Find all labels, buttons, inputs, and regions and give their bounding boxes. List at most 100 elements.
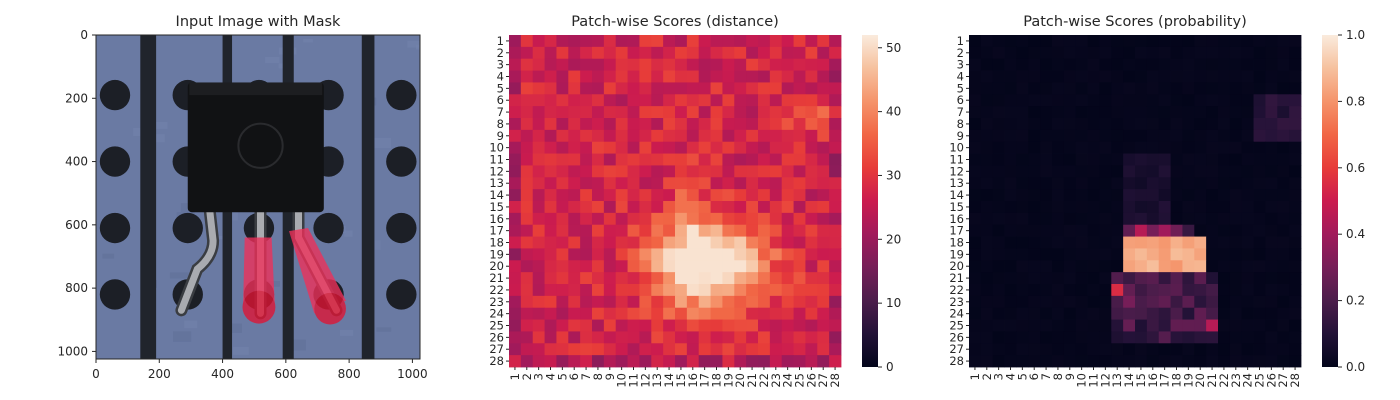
y-tick-label: 0 — [80, 28, 88, 42]
y-tick-label: 26 — [949, 330, 964, 344]
heatmap-cell — [1004, 82, 1017, 95]
heatmap-cell — [1016, 118, 1029, 131]
heatmap-cell — [1194, 284, 1207, 297]
colorbar-tick-label: 0.4 — [1346, 227, 1365, 241]
heatmap-cell — [592, 35, 605, 48]
board-stripe — [361, 35, 375, 359]
heatmap-cell — [698, 129, 711, 143]
heatmap-cell — [651, 248, 664, 261]
heatmap-cell — [734, 129, 747, 143]
heatmap-cell — [1241, 212, 1254, 226]
heatmap-cell — [1265, 212, 1278, 226]
heatmap-cell — [1075, 201, 1088, 214]
heatmap-cell — [829, 129, 842, 143]
heatmap-cell — [651, 284, 664, 297]
heatmap-cell — [1206, 141, 1219, 154]
heatmap-cell — [1146, 106, 1160, 119]
y-tick-label: 22 — [949, 283, 964, 297]
heatmap-cell — [781, 248, 794, 261]
x-tick-label: 26 — [804, 373, 818, 388]
x-tick-label: 22 — [1217, 373, 1231, 388]
heatmap-cell — [1087, 331, 1100, 344]
y-tick-label: 14 — [489, 188, 504, 202]
heatmap-cell — [1182, 355, 1195, 368]
heatmap-cell — [980, 46, 994, 60]
heatmap-cell — [1028, 331, 1041, 344]
heatmap-cell — [793, 70, 806, 83]
heatmap-cell — [793, 331, 806, 344]
heatmap-cell — [603, 106, 617, 119]
heatmap-cell — [969, 343, 982, 356]
heatmap-cell — [1158, 118, 1171, 131]
heatmap-cell — [710, 355, 723, 368]
heatmap-cell — [603, 46, 617, 60]
heatmap-cell — [980, 177, 994, 190]
heatmap-cell — [532, 70, 545, 83]
heatmap-cell — [817, 46, 830, 60]
heatmap-cell — [627, 248, 640, 261]
heatmap-cell — [1194, 70, 1207, 83]
heatmap-cell — [1016, 319, 1029, 332]
heatmap-cell — [1218, 331, 1231, 344]
heatmap-cell — [1289, 236, 1302, 249]
heatmap-cell — [1052, 94, 1065, 107]
heatmap-cell — [710, 295, 723, 309]
heatmap-cell — [805, 129, 818, 143]
heatmap-cell — [580, 141, 593, 154]
heatmap-cell — [1111, 284, 1124, 297]
heatmap-cell — [580, 35, 593, 48]
heatmap-cell — [1123, 201, 1136, 214]
heatmap-cell — [568, 58, 581, 71]
board-texture — [232, 346, 249, 355]
heatmap-cell — [1111, 177, 1124, 190]
heatmap-cell — [829, 94, 842, 107]
heatmap-cell — [1040, 82, 1053, 95]
heatmap-cell — [1229, 153, 1243, 166]
heatmap-cell — [520, 46, 534, 60]
heatmap-cell — [580, 319, 593, 332]
heatmap-cell — [592, 284, 605, 297]
heatmap-cell — [1146, 307, 1160, 320]
heatmap-cell — [615, 141, 628, 154]
heatmap-cell — [1052, 212, 1065, 226]
heatmap-cell — [1146, 343, 1160, 356]
heatmap-cell — [1040, 248, 1053, 261]
y-tick-label: 4 — [957, 70, 964, 84]
heatmap-cell — [1063, 201, 1077, 214]
heatmap-cell — [627, 70, 640, 83]
heatmap-cell — [544, 236, 557, 249]
board-hole — [99, 79, 131, 111]
heatmap-cell — [1004, 260, 1017, 273]
heatmap-cell — [781, 177, 794, 190]
heatmap-cell — [1146, 236, 1160, 249]
heatmap-cell — [675, 165, 688, 178]
heatmap-cell — [980, 248, 994, 261]
heatmap-cell — [651, 129, 664, 143]
heatmap-cell — [1028, 343, 1041, 356]
heatmap-cell — [980, 212, 994, 226]
heatmap-cell — [556, 212, 569, 226]
heatmap-cell — [734, 177, 747, 190]
heatmap-cell — [758, 129, 771, 143]
heatmap-cell — [829, 177, 842, 190]
heatmap-cell — [1028, 212, 1041, 226]
heatmap-cell — [1028, 106, 1041, 119]
heatmap-cell — [686, 319, 700, 332]
heatmap-cell — [805, 35, 818, 48]
heatmap-cell — [544, 177, 557, 190]
heatmap-cell — [556, 319, 569, 332]
heatmap-cell — [509, 94, 522, 107]
heatmap-cell — [829, 224, 842, 237]
x-tick-label: 9 — [1063, 373, 1077, 380]
heatmap-cell — [734, 319, 747, 332]
heatmap-cell — [568, 70, 581, 83]
heatmap-cell — [627, 212, 640, 226]
heatmap-cell — [1277, 260, 1290, 273]
heatmap-cell — [1040, 295, 1053, 309]
heatmap-cell — [639, 189, 652, 202]
heatmap-cell — [980, 189, 994, 202]
heatmap-cell — [817, 165, 830, 178]
heatmap-cell — [1182, 70, 1195, 83]
heatmap-cell — [1229, 319, 1243, 332]
heatmap-cell — [1052, 355, 1065, 368]
